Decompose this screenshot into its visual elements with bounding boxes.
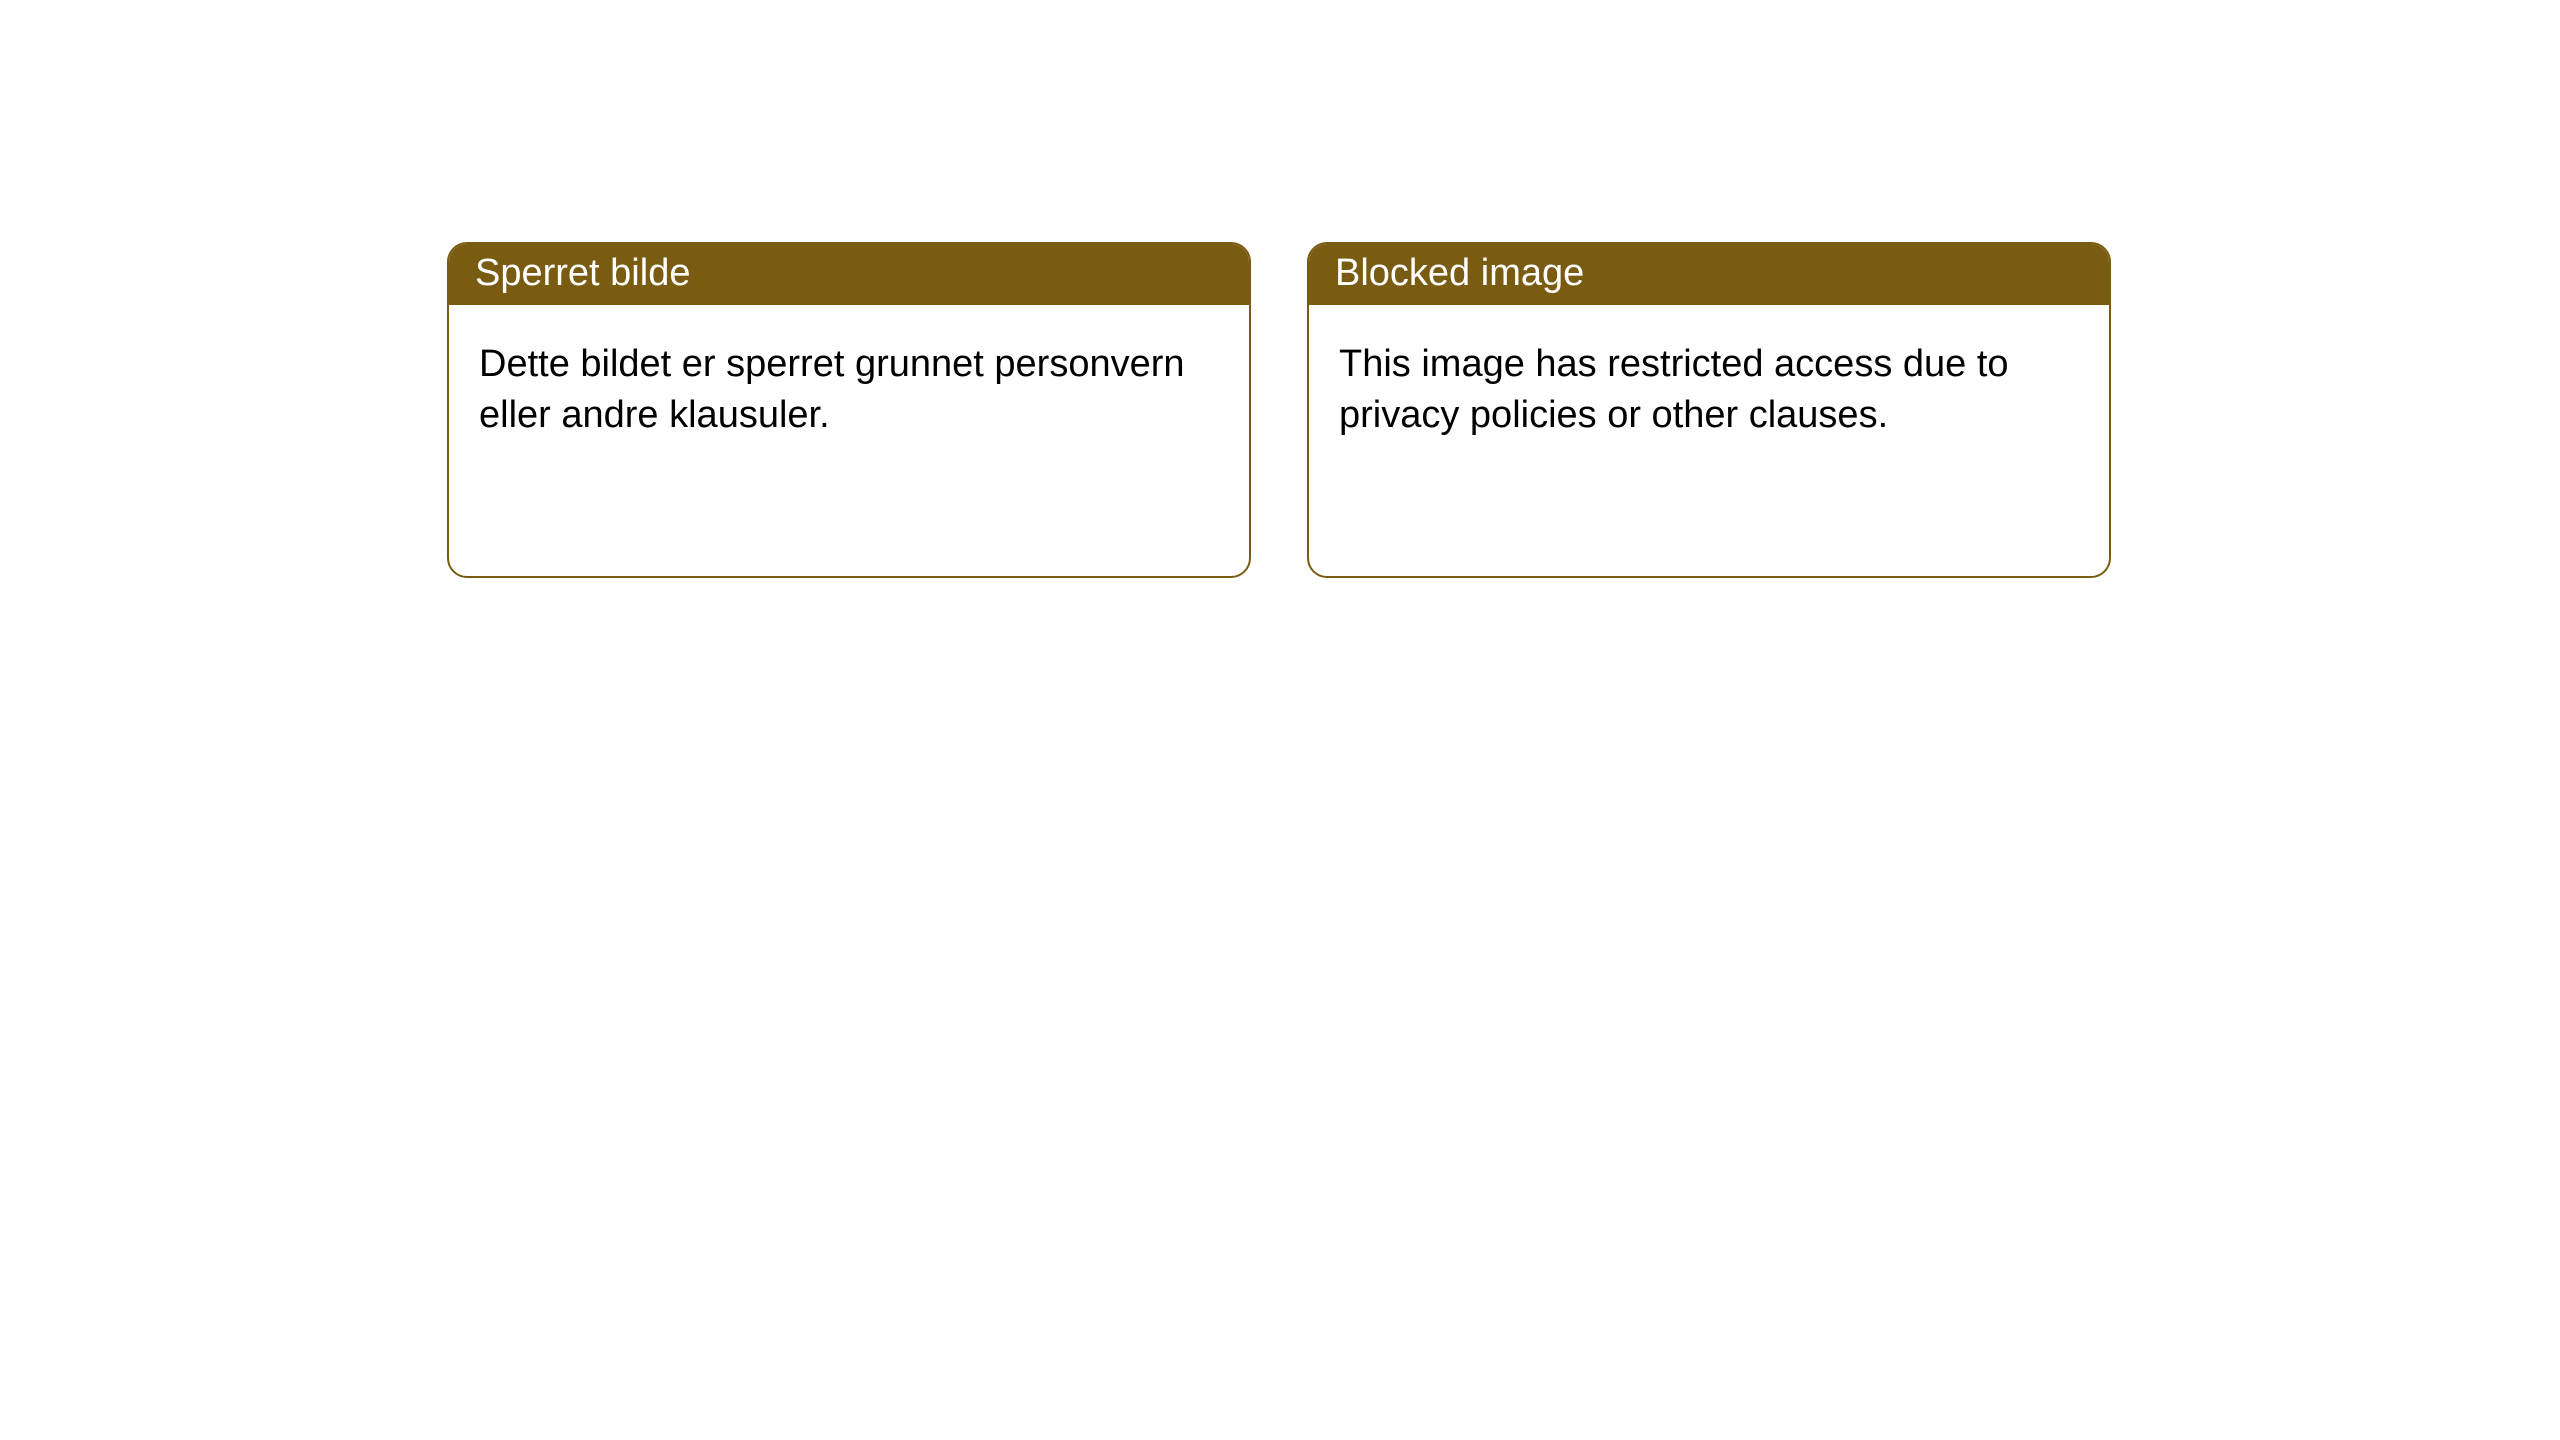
notice-card-body: This image has restricted access due to … [1309,305,2109,476]
notice-container: Sperret bilde Dette bildet er sperret gr… [0,0,2560,578]
notice-card-body: Dette bildet er sperret grunnet personve… [449,305,1249,476]
notice-card-no: Sperret bilde Dette bildet er sperret gr… [447,242,1251,578]
notice-card-title: Blocked image [1309,244,2109,305]
notice-card-title: Sperret bilde [449,244,1249,305]
notice-card-en: Blocked image This image has restricted … [1307,242,2111,578]
